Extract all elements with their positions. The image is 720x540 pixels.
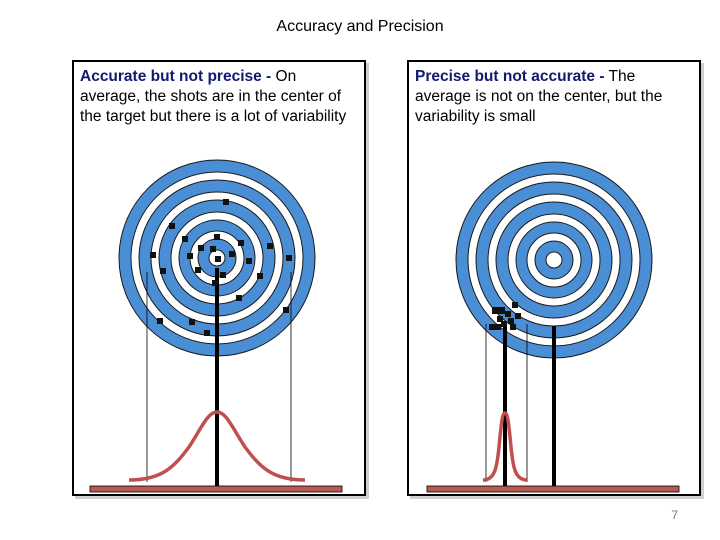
base-bar — [426, 485, 680, 493]
caption-lead: Accurate but not precise - — [80, 68, 272, 85]
panel-precise-not-accurate: Precise but not accurate - The average i… — [407, 60, 701, 496]
shot-marks — [489, 302, 521, 330]
caption-precise-not-accurate: Precise but not accurate - The average i… — [415, 67, 687, 127]
base-bar — [89, 485, 343, 493]
target-diagram-left — [89, 159, 343, 493]
wide-normal-curve — [128, 410, 306, 482]
caption-lead: Precise but not accurate - — [415, 68, 605, 85]
slide-title: Accuracy and Precision — [276, 18, 444, 35]
target-diagram-right — [426, 161, 680, 493]
caption-accurate-not-precise: Accurate but not precise - On average, t… — [80, 67, 352, 127]
panel-accurate-not-precise: Accurate but not precise - On average, t… — [72, 60, 366, 496]
shot-marks — [150, 199, 292, 336]
distribution-guides — [485, 324, 528, 482]
caption-text: On average, the shots are in the center … — [80, 68, 347, 126]
narrow-normal-curve — [482, 411, 528, 482]
distribution-guides — [146, 272, 292, 482]
caption-text: The average is not on the center, but th… — [415, 68, 663, 126]
page-number: 7 — [671, 508, 678, 522]
